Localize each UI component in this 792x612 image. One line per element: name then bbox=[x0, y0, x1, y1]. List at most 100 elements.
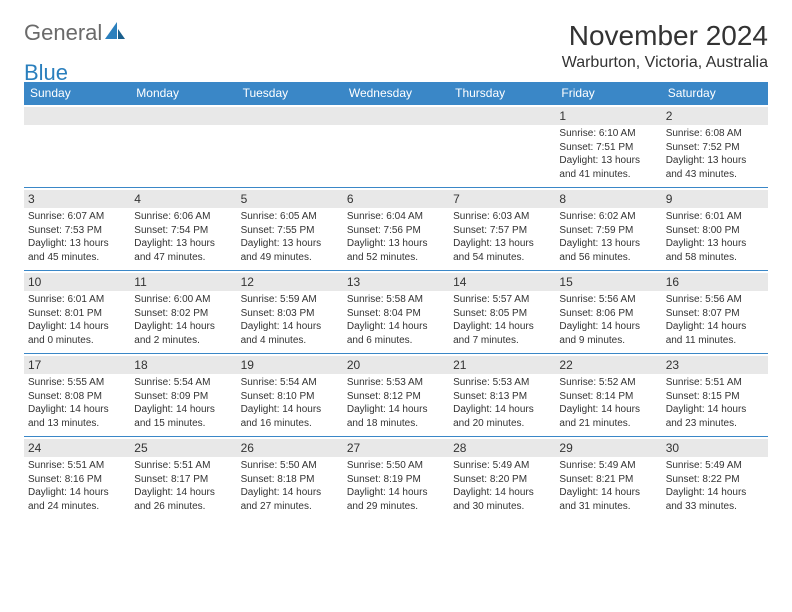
day-number: 28 bbox=[449, 439, 555, 457]
day-details: Sunrise: 6:07 AMSunset: 7:53 PMDaylight:… bbox=[28, 210, 126, 264]
day-number: 27 bbox=[343, 439, 449, 457]
day-details: Sunrise: 5:59 AMSunset: 8:03 PMDaylight:… bbox=[241, 293, 339, 347]
day-number: 21 bbox=[449, 356, 555, 374]
day-cell: 29 Sunrise: 5:49 AMSunset: 8:21 PMDayligh… bbox=[555, 437, 661, 520]
day-number: 2 bbox=[662, 107, 768, 125]
day-details: Sunrise: 6:04 AMSunset: 7:56 PMDaylight:… bbox=[347, 210, 445, 264]
day-number: 26 bbox=[237, 439, 343, 457]
weekday-header-cell: Tuesday bbox=[237, 82, 343, 105]
day-cell: 14 Sunrise: 5:57 AMSunset: 8:05 PMDayligh… bbox=[449, 271, 555, 354]
location: Warburton, Victoria, Australia bbox=[562, 54, 768, 72]
day-details: Sunrise: 6:02 AMSunset: 7:59 PMDaylight:… bbox=[559, 210, 657, 264]
weekday-header-cell: Friday bbox=[555, 82, 661, 105]
day-number: 24 bbox=[24, 439, 130, 457]
week-row: 17 Sunrise: 5:55 AMSunset: 8:08 PMDayligh… bbox=[24, 354, 768, 437]
header: General November 2024 Warburton, Victori… bbox=[24, 20, 768, 72]
day-number: 8 bbox=[555, 190, 661, 208]
day-details: Sunrise: 5:51 AMSunset: 8:17 PMDaylight:… bbox=[134, 459, 232, 513]
day-cell: 12 Sunrise: 5:59 AMSunset: 8:03 PMDayligh… bbox=[237, 271, 343, 354]
day-cell: 2 Sunrise: 6:08 AMSunset: 7:52 PMDaylight… bbox=[662, 105, 768, 188]
day-number: 11 bbox=[130, 273, 236, 291]
weekday-header-cell: Saturday bbox=[662, 82, 768, 105]
day-number: 20 bbox=[343, 356, 449, 374]
weekday-header-row: SundayMondayTuesdayWednesdayThursdayFrid… bbox=[24, 82, 768, 105]
week-row: 3 Sunrise: 6:07 AMSunset: 7:53 PMDaylight… bbox=[24, 188, 768, 271]
day-cell: 7Sunrise: 6:03 AMSunset: 7:57 PMDaylight… bbox=[449, 188, 555, 271]
day-cell: 17 Sunrise: 5:55 AMSunset: 8:08 PMDayligh… bbox=[24, 354, 130, 437]
weekday-header-cell: Monday bbox=[130, 82, 236, 105]
day-details: Sunrise: 5:53 AMSunset: 8:13 PMDaylight:… bbox=[453, 376, 551, 430]
weekday-header-cell: Thursday bbox=[449, 82, 555, 105]
day-cell: 26 Sunrise: 5:50 AMSunset: 8:18 PMDayligh… bbox=[237, 437, 343, 520]
day-cell bbox=[449, 105, 555, 188]
calendar-table: SundayMondayTuesdayWednesdayThursdayFrid… bbox=[24, 82, 768, 519]
day-details: Sunrise: 5:57 AMSunset: 8:05 PMDaylight:… bbox=[453, 293, 551, 347]
day-cell: 5Sunrise: 6:05 AMSunset: 7:55 PMDaylight… bbox=[237, 188, 343, 271]
day-cell: 10Sunrise: 6:01 AMSunset: 8:01 PMDayligh… bbox=[24, 271, 130, 354]
day-cell: 15 Sunrise: 5:56 AMSunset: 8:06 PMDayligh… bbox=[555, 271, 661, 354]
day-cell: 23Sunrise: 5:51 AMSunset: 8:15 PMDayligh… bbox=[662, 354, 768, 437]
week-row: 1 Sunrise: 6:10 AMSunset: 7:51 PMDaylight… bbox=[24, 105, 768, 188]
day-cell bbox=[343, 105, 449, 188]
day-number: 14 bbox=[449, 273, 555, 291]
day-number: 13 bbox=[343, 273, 449, 291]
day-details: Sunrise: 5:49 AMSunset: 8:20 PMDaylight:… bbox=[453, 459, 551, 513]
day-details: Sunrise: 5:56 AMSunset: 8:07 PMDaylight:… bbox=[666, 293, 764, 347]
day-details: Sunrise: 5:56 AMSunset: 8:06 PMDaylight:… bbox=[559, 293, 657, 347]
day-cell: 16Sunrise: 5:56 AMSunset: 8:07 PMDayligh… bbox=[662, 271, 768, 354]
day-number: 12 bbox=[237, 273, 343, 291]
logo: General bbox=[24, 20, 128, 46]
logo-sail-icon bbox=[104, 21, 126, 46]
day-number: 17 bbox=[24, 356, 130, 374]
day-cell: 20 Sunrise: 5:53 AMSunset: 8:12 PMDayligh… bbox=[343, 354, 449, 437]
day-details: Sunrise: 6:10 AMSunset: 7:51 PMDaylight:… bbox=[559, 127, 657, 181]
day-details: Sunrise: 6:05 AMSunset: 7:55 PMDaylight:… bbox=[241, 210, 339, 264]
day-number-empty bbox=[24, 107, 130, 125]
day-number: 18 bbox=[130, 356, 236, 374]
day-number: 4 bbox=[130, 190, 236, 208]
day-details: Sunrise: 5:55 AMSunset: 8:08 PMDaylight:… bbox=[28, 376, 126, 430]
day-number: 3 bbox=[24, 190, 130, 208]
day-details: Sunrise: 5:49 AMSunset: 8:21 PMDaylight:… bbox=[559, 459, 657, 513]
day-details: Sunrise: 6:08 AMSunset: 7:52 PMDaylight:… bbox=[666, 127, 764, 181]
day-details: Sunrise: 6:06 AMSunset: 7:54 PMDaylight:… bbox=[134, 210, 232, 264]
day-details: Sunrise: 5:51 AMSunset: 8:16 PMDaylight:… bbox=[28, 459, 126, 513]
weekday-header-cell: Wednesday bbox=[343, 82, 449, 105]
day-number: 30 bbox=[662, 439, 768, 457]
day-cell: 19Sunrise: 5:54 AMSunset: 8:10 PMDayligh… bbox=[237, 354, 343, 437]
day-number: 15 bbox=[555, 273, 661, 291]
day-number-empty bbox=[449, 107, 555, 125]
week-row: 10Sunrise: 6:01 AMSunset: 8:01 PMDayligh… bbox=[24, 271, 768, 354]
day-details: Sunrise: 5:50 AMSunset: 8:18 PMDaylight:… bbox=[241, 459, 339, 513]
day-cell: 24 Sunrise: 5:51 AMSunset: 8:16 PMDayligh… bbox=[24, 437, 130, 520]
day-details: Sunrise: 6:00 AMSunset: 8:02 PMDaylight:… bbox=[134, 293, 232, 347]
day-number: 9 bbox=[662, 190, 768, 208]
day-cell bbox=[24, 105, 130, 188]
day-cell bbox=[237, 105, 343, 188]
day-cell: 27 Sunrise: 5:50 AMSunset: 8:19 PMDayligh… bbox=[343, 437, 449, 520]
day-cell: 13Sunrise: 5:58 AMSunset: 8:04 PMDayligh… bbox=[343, 271, 449, 354]
day-cell: 25 Sunrise: 5:51 AMSunset: 8:17 PMDayligh… bbox=[130, 437, 236, 520]
day-number-empty bbox=[343, 107, 449, 125]
day-number: 19 bbox=[237, 356, 343, 374]
day-details: Sunrise: 6:01 AMSunset: 8:00 PMDaylight:… bbox=[666, 210, 764, 264]
day-number: 29 bbox=[555, 439, 661, 457]
day-number-empty bbox=[130, 107, 236, 125]
day-number: 1 bbox=[555, 107, 661, 125]
day-cell: 4 Sunrise: 6:06 AMSunset: 7:54 PMDaylight… bbox=[130, 188, 236, 271]
day-number: 22 bbox=[555, 356, 661, 374]
day-number: 25 bbox=[130, 439, 236, 457]
logo-text-blue: Blue bbox=[24, 60, 68, 86]
week-row: 24 Sunrise: 5:51 AMSunset: 8:16 PMDayligh… bbox=[24, 437, 768, 520]
day-cell: 11 Sunrise: 6:00 AMSunset: 8:02 PMDayligh… bbox=[130, 271, 236, 354]
day-number: 23 bbox=[662, 356, 768, 374]
day-details: Sunrise: 5:52 AMSunset: 8:14 PMDaylight:… bbox=[559, 376, 657, 430]
day-cell: 6Sunrise: 6:04 AMSunset: 7:56 PMDaylight… bbox=[343, 188, 449, 271]
day-cell bbox=[130, 105, 236, 188]
day-cell: 8 Sunrise: 6:02 AMSunset: 7:59 PMDaylight… bbox=[555, 188, 661, 271]
month-title: November 2024 bbox=[562, 20, 768, 52]
day-details: Sunrise: 5:50 AMSunset: 8:19 PMDaylight:… bbox=[347, 459, 445, 513]
logo-text-general: General bbox=[24, 20, 102, 46]
day-cell: 21 Sunrise: 5:53 AMSunset: 8:13 PMDayligh… bbox=[449, 354, 555, 437]
day-details: Sunrise: 5:53 AMSunset: 8:12 PMDaylight:… bbox=[347, 376, 445, 430]
